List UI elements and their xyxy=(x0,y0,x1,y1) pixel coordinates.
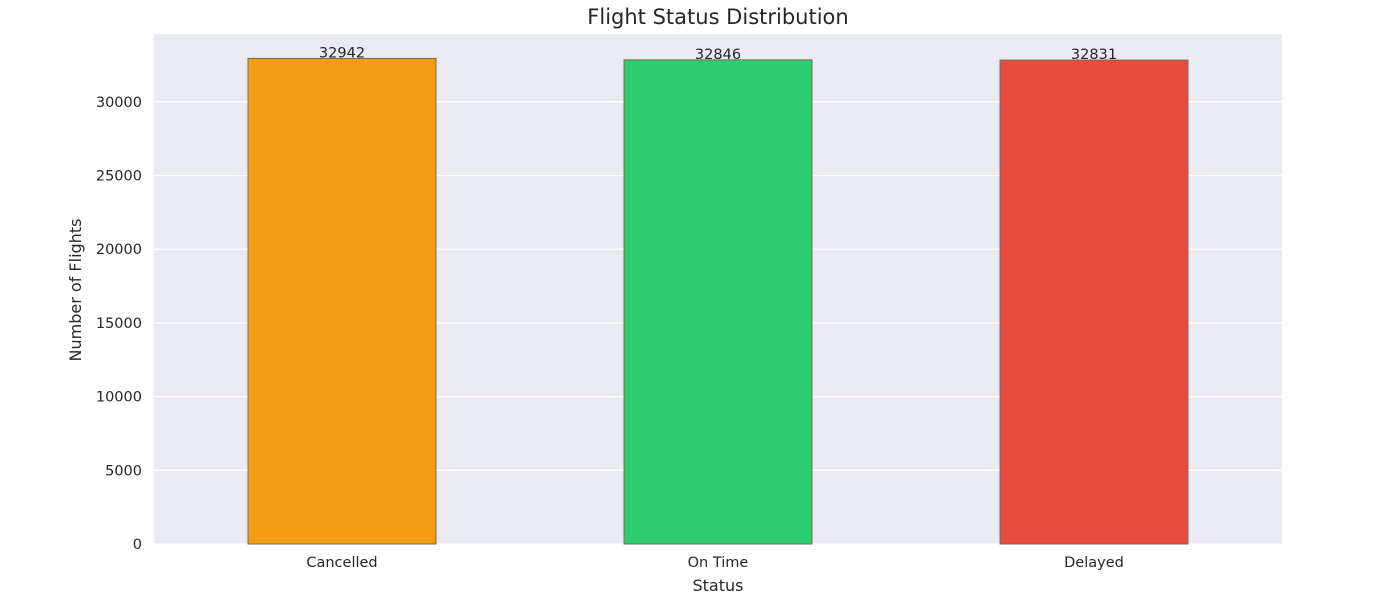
bar-cancelled xyxy=(247,57,437,545)
bar-value-label: 32831 xyxy=(1071,47,1117,63)
y-tick-label: 30000 xyxy=(96,95,142,111)
x-tick-label: On Time xyxy=(688,555,749,571)
x-tick-labels: Cancelled On Time Delayed xyxy=(306,555,1124,571)
bars xyxy=(247,57,1189,545)
y-tick-label: 20000 xyxy=(96,242,142,258)
y-tick-label: 25000 xyxy=(96,169,142,185)
bar-on-time xyxy=(623,59,813,545)
bar-delayed xyxy=(999,59,1189,545)
data-labels: 32942 32846 32831 xyxy=(319,45,1117,63)
y-tick-label: 5000 xyxy=(105,463,142,479)
x-tick-label: Cancelled xyxy=(306,555,377,571)
y-tick-label: 10000 xyxy=(96,390,142,406)
bar-value-label: 32846 xyxy=(695,47,741,63)
bar-value-label: 32942 xyxy=(319,45,365,61)
y-tick-labels: 0 5000 10000 15000 20000 25000 30000 xyxy=(96,95,142,553)
x-axis-label: Status xyxy=(693,576,744,595)
x-tick-label: Delayed xyxy=(1064,555,1124,571)
y-tick-label: 15000 xyxy=(96,316,142,332)
y-tick-label: 0 xyxy=(133,537,142,553)
chart-title: Flight Status Distribution xyxy=(587,5,848,29)
y-axis-label: Number of Flights xyxy=(66,219,85,362)
